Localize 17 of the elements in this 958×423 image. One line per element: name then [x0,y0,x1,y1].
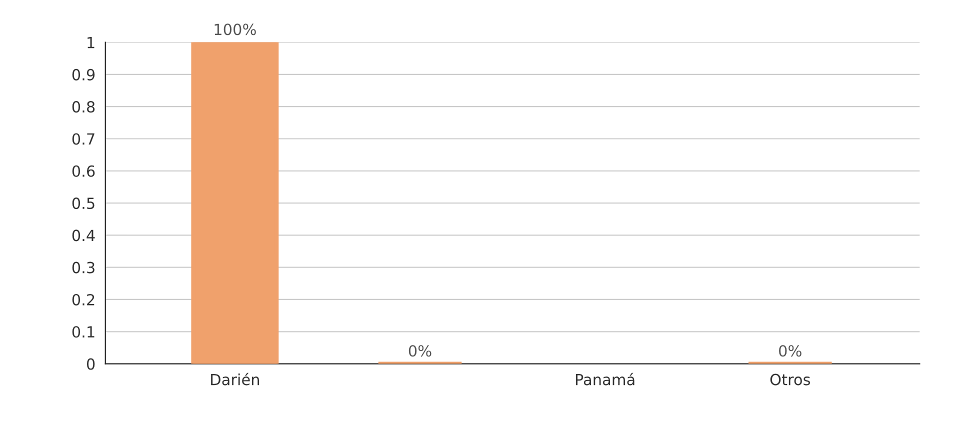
y-tick-label: 0.6 [72,165,95,177]
y-tick-label: 0 [86,358,95,370]
y-tick-label: 0.8 [72,101,95,113]
x-tick-label: Otros [770,374,810,386]
x-tick-label: Panamá [576,372,634,386]
y-tick-label: 0.7 [72,133,94,145]
data-label: 0% [408,345,432,357]
y-tick-label: 0.1 [72,326,94,338]
y-tick-label: 1 [88,36,94,48]
y-tick-label: 0.5 [72,198,94,210]
y-tick-label: 0.4 [72,230,95,242]
data-label: 0% [779,345,802,357]
x-tick-label: Darién [211,372,259,386]
data-label: 100% [214,24,256,36]
y-tick-label: 0.2 [72,294,94,306]
y-tick-label: 0.9 [72,68,95,80]
y-tick-label: 0.3 [72,262,94,274]
